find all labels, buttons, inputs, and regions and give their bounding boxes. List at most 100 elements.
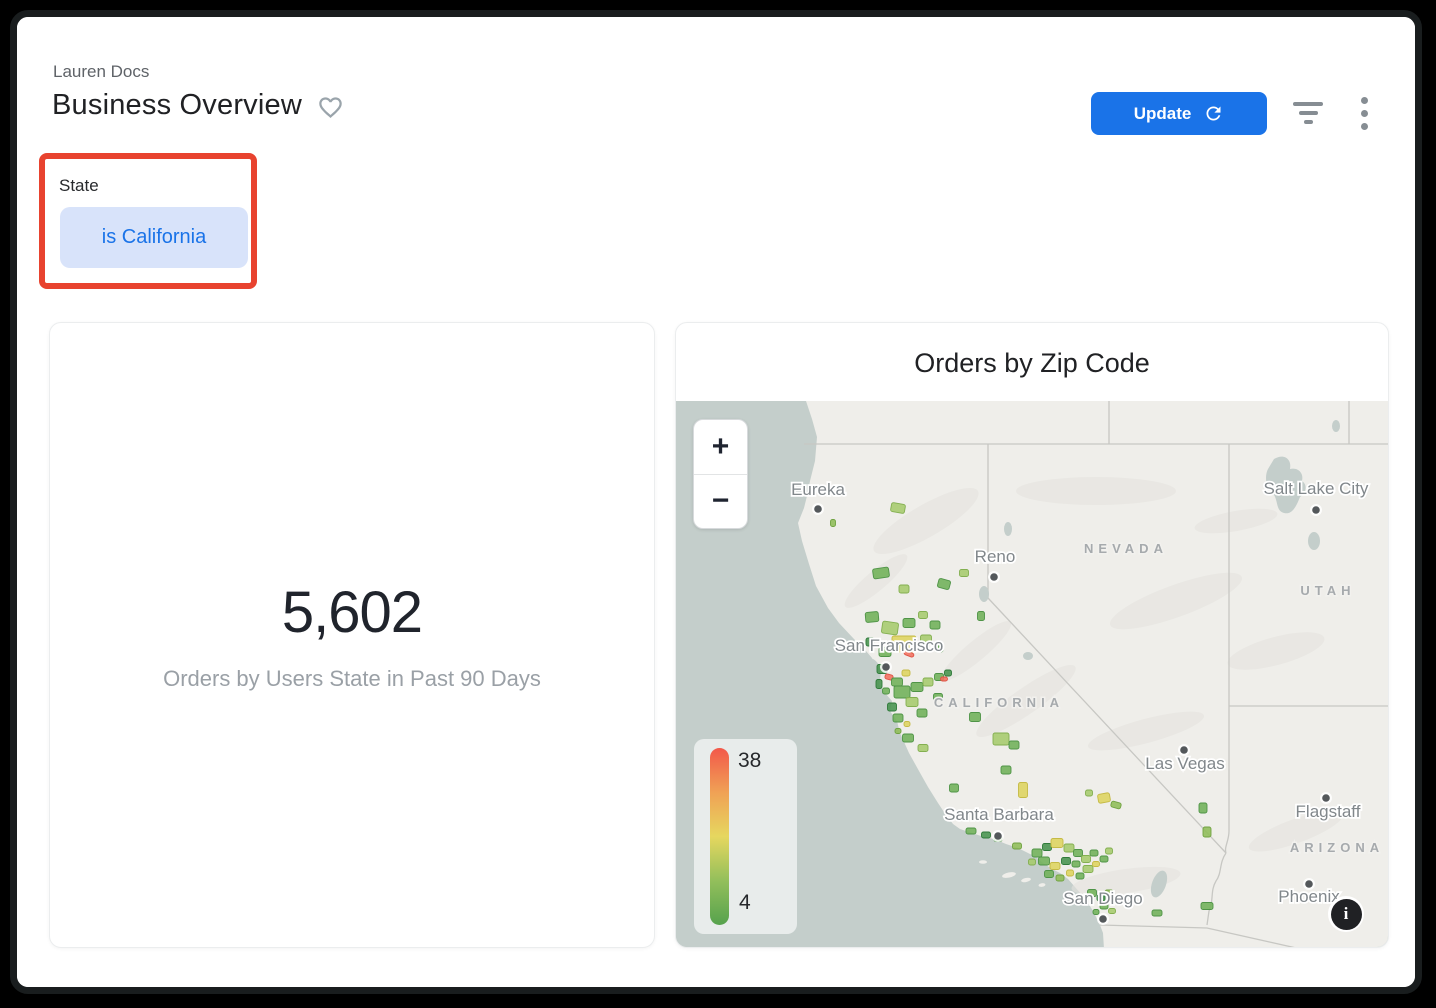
page-title: Business Overview [52,89,302,121]
zip-region[interactable] [934,645,944,653]
zip-region[interactable] [1202,826,1212,838]
zip-region[interactable] [981,831,991,839]
filter-button[interactable] [1286,91,1330,135]
zip-region[interactable] [977,611,985,621]
zip-region[interactable] [1028,858,1036,866]
zip-region[interactable] [1018,782,1028,798]
zip-region[interactable] [1063,843,1075,853]
zip-region[interactable] [830,519,836,527]
zip-region[interactable] [1044,870,1054,878]
zip-region[interactable] [1108,908,1116,914]
refresh-icon [1206,106,1221,121]
zip-region[interactable] [933,693,943,701]
zip-region[interactable] [944,669,952,677]
zip-region[interactable] [882,687,890,695]
zip-region[interactable] [1049,862,1061,870]
zip-region[interactable] [875,679,883,689]
zip-region[interactable] [959,569,969,577]
zip-region[interactable] [1073,849,1083,857]
zip-region[interactable] [969,712,981,722]
zip-region[interactable] [917,744,929,752]
zip-region[interactable] [903,721,911,727]
zip-region[interactable] [864,611,880,623]
zip-region[interactable] [881,620,899,636]
zip-region[interactable] [1038,856,1050,866]
zip-region[interactable] [1075,872,1085,880]
zip-region[interactable] [916,708,928,718]
zip-region[interactable] [893,685,911,699]
zip-region[interactable] [1012,842,1022,850]
zip-region[interactable] [872,566,890,580]
zip-region[interactable] [1104,889,1114,897]
zip-region[interactable] [1099,902,1109,910]
zip-region[interactable] [918,611,928,619]
zip-region[interactable] [892,713,904,723]
city-label: Salt Lake City [1264,479,1369,498]
zip-region[interactable] [949,783,959,793]
zip-region[interactable] [902,733,914,743]
zip-region[interactable] [992,732,1010,746]
zip-region[interactable] [878,647,892,657]
city-label: Santa Barbara [944,805,1054,824]
zip-region[interactable] [894,728,902,734]
zip-region[interactable] [1082,865,1094,873]
zip-region[interactable] [1096,894,1106,902]
update-button[interactable]: Update [1091,92,1267,135]
zip-region[interactable] [1099,855,1109,863]
zip-region[interactable] [1092,909,1100,915]
zip-region[interactable] [922,677,934,687]
zip-region[interactable] [1000,765,1012,775]
zip-region[interactable] [940,676,948,682]
zip-region[interactable] [1061,857,1071,865]
city-label: Flagstaff [1296,802,1361,821]
zip-region[interactable] [902,618,916,628]
zip-region[interactable] [903,650,915,658]
zip-region[interactable] [1008,740,1020,750]
zip-region[interactable] [1097,792,1111,804]
zip-region[interactable] [1071,860,1081,868]
zip-region[interactable] [1066,869,1074,877]
zip-region[interactable] [920,634,932,644]
favorite-button[interactable] [316,94,344,122]
zip-region[interactable] [1089,849,1099,857]
zip-region[interactable] [1092,861,1100,867]
zip-region[interactable] [1042,843,1052,851]
zip-region[interactable] [1081,855,1091,863]
filter-label: State [59,176,99,195]
map-viewport[interactable]: NEVADA UTAH CALIFORNIA ARIZONA Eureka Salt L… [676,401,1388,947]
zip-region[interactable] [965,827,977,835]
zip-region[interactable] [1200,902,1214,910]
zip-region[interactable] [865,637,875,647]
update-button-label: Update [1133,103,1192,123]
state-filter-chip[interactable]: is California [60,207,248,268]
zip-region[interactable] [898,584,910,594]
zip-region[interactable] [1112,898,1120,904]
zip-region[interactable] [901,669,911,677]
zip-region[interactable] [910,682,924,692]
zip-region[interactable] [929,620,941,630]
city-label-layer: Eureka Salt Lake City Reno San Francisco Las… [789,477,1371,925]
zip-region[interactable] [1050,838,1064,848]
zip-region[interactable] [890,502,906,514]
zip-region[interactable] [1055,874,1065,882]
city-dot [1322,794,1330,802]
zoom-in-button[interactable]: + [694,420,747,474]
zip-region[interactable] [1151,909,1163,917]
zip-region[interactable] [891,677,903,687]
zip-region[interactable] [1198,802,1208,814]
map-card: Orders by Zip Code [675,322,1389,948]
zip-region[interactable] [937,578,951,590]
map-info-button[interactable]: i [1328,896,1364,932]
zip-region[interactable] [1105,847,1113,855]
city-dot [1305,880,1313,888]
app-window: Lauren Docs Business Overview Update Sta… [10,10,1422,994]
zip-region[interactable] [887,702,897,712]
zip-region[interactable] [1110,800,1122,810]
zip-region[interactable] [1085,789,1093,797]
zoom-out-button[interactable]: − [694,475,747,529]
more-options-button[interactable] [1342,91,1386,135]
zip-region[interactable] [905,697,919,707]
zip-region[interactable] [1087,889,1097,897]
lakes [869,420,1340,898]
zip-region[interactable] [1031,848,1043,858]
